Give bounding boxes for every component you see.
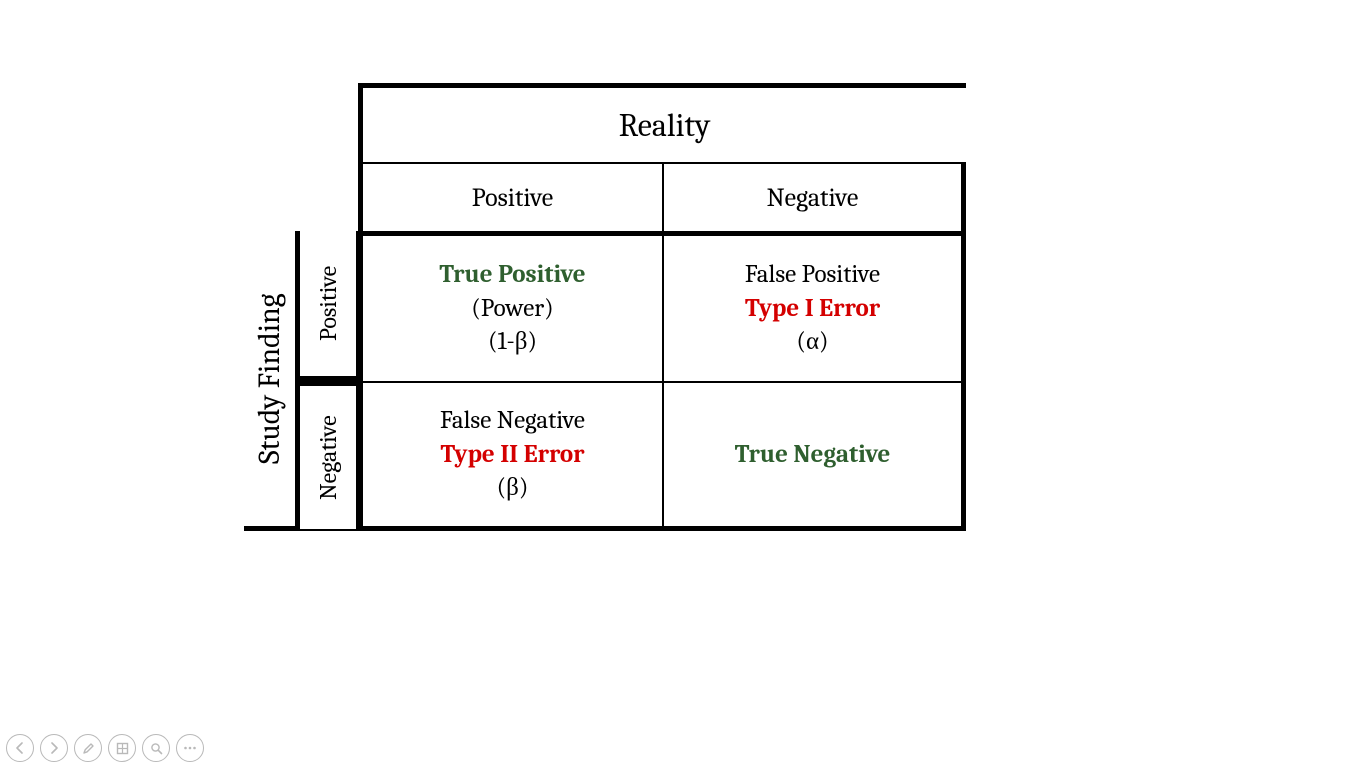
fn-symbol: (β)	[497, 471, 529, 505]
chevron-right-icon	[48, 742, 60, 754]
tp-title: True Positive	[439, 258, 585, 292]
confusion-matrix: Reality Positive Negative Study Finding …	[244, 83, 971, 531]
cell-true-negative: True Negative	[662, 381, 966, 531]
dots-icon	[183, 745, 197, 751]
left-axis-label: Study Finding	[244, 231, 300, 531]
tn-title: True Negative	[735, 438, 891, 472]
presenter-toolbar	[6, 734, 204, 762]
next-slide-button[interactable]	[40, 734, 68, 762]
row-header-positive: Positive	[300, 231, 358, 381]
fn-error: Type II Error	[440, 438, 584, 472]
chevron-left-icon	[14, 742, 26, 754]
zoom-button[interactable]	[142, 734, 170, 762]
row-header-negative: Negative	[300, 381, 358, 531]
tp-sub: (Power)	[471, 292, 553, 326]
col-header-negative: Negative	[662, 162, 966, 231]
cell-false-negative: False Negative Type II Error (β)	[358, 381, 662, 531]
cell-false-positive: False Positive Type I Error (α)	[662, 231, 966, 381]
tp-symbol: (1-β)	[488, 325, 537, 359]
slide-layout-button[interactable]	[108, 734, 136, 762]
grid-icon	[116, 742, 129, 755]
top-axis-label: Reality	[358, 83, 966, 162]
col-header-positive: Positive	[358, 162, 662, 231]
cell-true-positive: True Positive (Power) (1-β)	[358, 231, 662, 381]
pen-icon	[82, 742, 95, 755]
pen-button[interactable]	[74, 734, 102, 762]
fn-title: False Negative	[440, 404, 585, 438]
fp-title: False Positive	[745, 258, 880, 292]
magnifier-icon	[150, 742, 163, 755]
more-options-button[interactable]	[176, 734, 204, 762]
prev-slide-button[interactable]	[6, 734, 34, 762]
fp-error: Type I Error	[745, 292, 880, 326]
fp-symbol: (α)	[796, 325, 828, 359]
